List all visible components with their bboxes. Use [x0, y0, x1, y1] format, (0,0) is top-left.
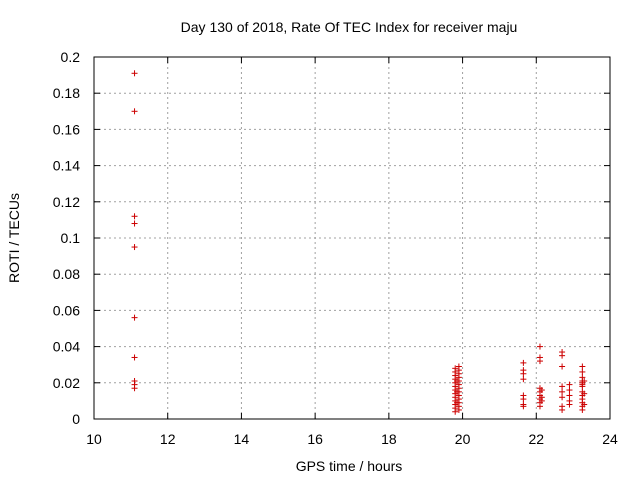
data-point-marker [520, 396, 527, 403]
data-point-marker [131, 354, 138, 361]
data-point-marker [566, 381, 573, 388]
data-point-marker [452, 408, 459, 415]
data-point-marker [131, 244, 138, 251]
x-tick-label: 20 [455, 431, 471, 447]
data-point-marker [579, 406, 586, 413]
data-point-marker [566, 387, 573, 394]
data-point-marker [559, 406, 566, 413]
axis-ticks [93, 56, 611, 420]
data-point-marker [559, 394, 566, 401]
y-axis-label: ROTI / TECUs [6, 193, 22, 283]
data-point-marker [581, 390, 588, 397]
data-point-marker [455, 406, 462, 413]
data-point-marker [581, 377, 588, 384]
data-point-marker [579, 383, 586, 390]
y-tick-label: 0.06 [53, 302, 80, 318]
x-tick-label: 22 [528, 431, 544, 447]
data-point-marker [579, 368, 586, 375]
data-point-marker [536, 403, 543, 410]
data-point-marker [566, 401, 573, 408]
x-tick-label: 18 [381, 431, 397, 447]
y-tick-label: 0 [72, 411, 80, 427]
x-tick-label: 10 [86, 431, 102, 447]
data-point-marker [536, 343, 543, 350]
x-tick-label: 14 [234, 431, 250, 447]
data-point-marker [559, 352, 566, 359]
data-point-marker [520, 359, 527, 366]
data-point-marker [520, 370, 527, 377]
y-tick-label: 0.16 [53, 121, 80, 137]
data-point-marker [579, 363, 586, 370]
y-tick-label: 0.1 [61, 230, 81, 246]
y-tick-label: 0.2 [61, 49, 81, 65]
x-tick-label: 24 [602, 431, 618, 447]
data-point-marker [559, 388, 566, 395]
x-axis-tick-labels: 10 12 14 16 18 20 22 24 [86, 431, 618, 447]
data-point-marker [454, 377, 461, 384]
data-point-marker [536, 358, 543, 365]
data-point-marker [520, 376, 527, 383]
y-tick-label: 0.18 [53, 85, 80, 101]
data-point-marker [520, 403, 527, 410]
x-tick-label: 12 [160, 431, 176, 447]
y-axis-tick-labels: 0 0.02 0.04 0.06 0.08 0.1 0.12 0.14 0.16 0.18 0.2 [53, 49, 80, 427]
data-point-marker [131, 385, 138, 392]
data-point-marker [454, 399, 461, 406]
data-point-marker [538, 397, 545, 404]
data-point-marker [559, 363, 566, 370]
data-point-marker [131, 314, 138, 321]
y-tick-label: 0.08 [53, 266, 80, 282]
plot-frame [93, 56, 611, 420]
data-point-marker [559, 383, 566, 390]
data-point-marker [538, 387, 545, 394]
y-tick-label: 0.12 [53, 194, 80, 210]
data-point-marker [566, 392, 573, 399]
y-tick-label: 0.04 [53, 339, 80, 355]
data-point-marker [131, 220, 138, 227]
data-point-marker [131, 70, 138, 77]
data-point-marker [131, 108, 138, 115]
x-tick-label: 16 [307, 431, 323, 447]
grid-lines [94, 57, 610, 419]
y-tick-label: 0.14 [53, 158, 80, 174]
y-tick-label: 0.02 [53, 375, 80, 391]
data-point-marker [131, 213, 138, 220]
data-point-marker [454, 388, 461, 395]
data-points [131, 70, 588, 415]
x-axis-label: GPS time / hours [296, 458, 403, 474]
chart-title: Day 130 of 2018, Rate Of TEC Index for r… [181, 19, 518, 35]
data-point-marker [581, 401, 588, 408]
